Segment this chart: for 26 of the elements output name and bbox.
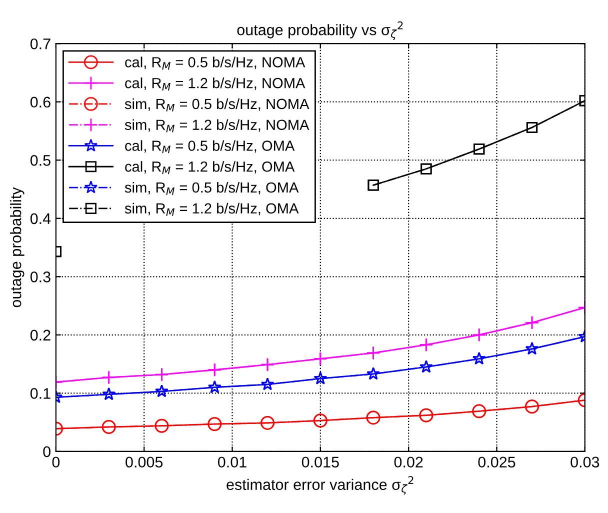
- y-tick-label: 0.7: [30, 38, 50, 50]
- y-tick-label: 0.5: [30, 154, 50, 166]
- legend-label: sim, R$_{M}$ = 0.5 b/s/Hz, NOMA: [124, 98, 310, 112]
- x-tick-label: 0: [52, 456, 60, 468]
- x-tick-label: 0.02: [394, 456, 423, 468]
- y-tick-label: 0.2: [30, 330, 50, 341]
- y-tick-label: 0.1: [30, 388, 50, 399]
- legend-label: sim, R$_{M}$ = 0.5 b/s/Hz, OMA: [124, 182, 299, 195]
- legend-label: sim, R$_{M}$ = 1.2 b/s/Hz, NOMA: [124, 119, 310, 132]
- chart-title: outage probability vs σ$_{ζ}$$^{2}$: [237, 21, 403, 40]
- y-tick-label: 0: [43, 446, 50, 458]
- legend-label: sim, R$_{M}$ = 1.2 b/s/Hz, OMA: [124, 202, 299, 216]
- legend-label: cal, R$_{M}$ = 0.5 b/s/Hz, NOMA: [125, 56, 306, 70]
- y-tick-label: 0.6: [30, 96, 50, 108]
- y-tick-label: 0.4: [30, 213, 51, 224]
- x-tick-label: 0.03: [570, 456, 600, 468]
- legend-label: cal, R$_{M}$ = 0.5 b/s/Hz, OMA: [125, 140, 295, 154]
- x-axis-title: estimator error variance σ$_{ζ}$$^{2}$: [226, 476, 414, 495]
- x-tick-label: 0.015: [302, 456, 339, 468]
- x-tick-label: 0.01: [218, 456, 246, 468]
- x-tick-label: 0.025: [478, 456, 516, 468]
- legend-label: cal, R$_{M}$ = 1.2 b/s/Hz, NOMA: [125, 78, 306, 90]
- y-axis-title: outage probability: [10, 187, 24, 308]
- x-tick-label: 0.005: [126, 456, 163, 468]
- y-tick-label: 0.3: [30, 272, 50, 282]
- legend-label: cal, R$_{M}$ = 1.2 b/s/Hz, OMA: [125, 161, 295, 174]
